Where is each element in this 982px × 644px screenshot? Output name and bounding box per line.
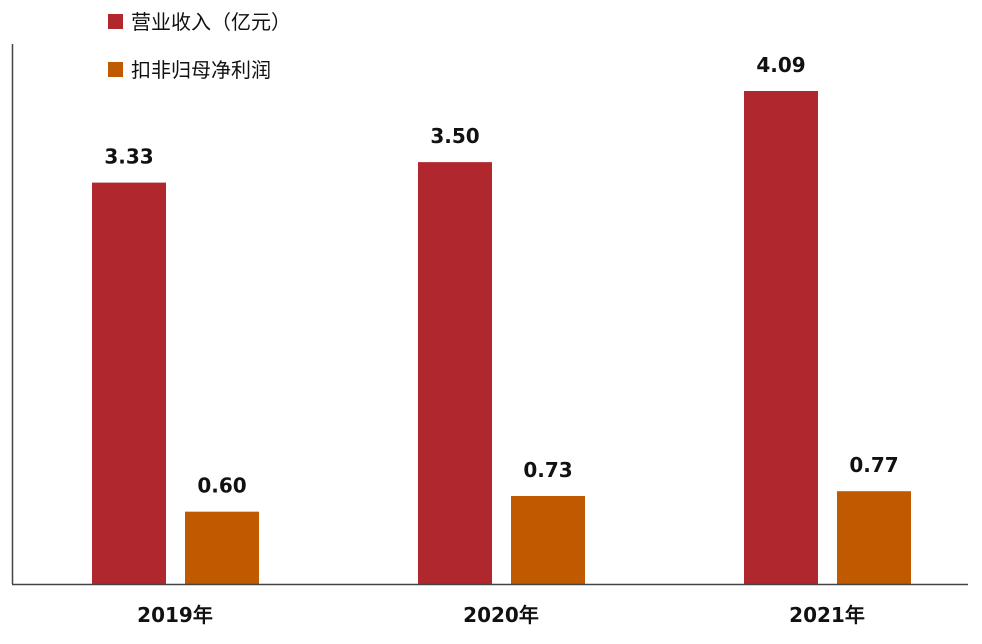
legend-label-net-profit: 扣非归母净利润 — [131, 58, 271, 82]
legend-swatch-revenue — [108, 14, 123, 29]
legend-label-revenue: 营业收入（亿元） — [131, 10, 291, 34]
legend-swatch-net-profit — [108, 62, 123, 77]
bar-net-profit-2 — [837, 491, 911, 584]
bar-net-profit-0 — [185, 511, 259, 584]
bar-revenue-1 — [418, 162, 492, 584]
data-label-net-profit-0: 0.60 — [197, 474, 246, 498]
data-label-net-profit-2: 0.77 — [849, 453, 898, 477]
data-label-revenue-1: 3.50 — [430, 124, 479, 148]
x-tick-label-1: 2020年 — [463, 603, 539, 627]
x-tick-label-2: 2021年 — [789, 603, 865, 627]
bar-revenue-2 — [744, 91, 818, 584]
bar-net-profit-1 — [511, 496, 585, 584]
legend: 营业收入（亿元） 扣非归母净利润 — [108, 10, 291, 82]
data-label-revenue-2: 4.09 — [756, 53, 805, 77]
bar-revenue-0 — [92, 182, 166, 584]
x-axis-tick-labels: 2019年 2020年 2021年 — [137, 603, 865, 627]
data-label-revenue-0: 3.33 — [104, 145, 153, 169]
x-tick-label-0: 2019年 — [137, 603, 213, 627]
data-label-net-profit-1: 0.73 — [523, 458, 572, 482]
plot-area: 3.33 3.50 4.09 0.60 0.73 0.77 — [92, 53, 911, 584]
